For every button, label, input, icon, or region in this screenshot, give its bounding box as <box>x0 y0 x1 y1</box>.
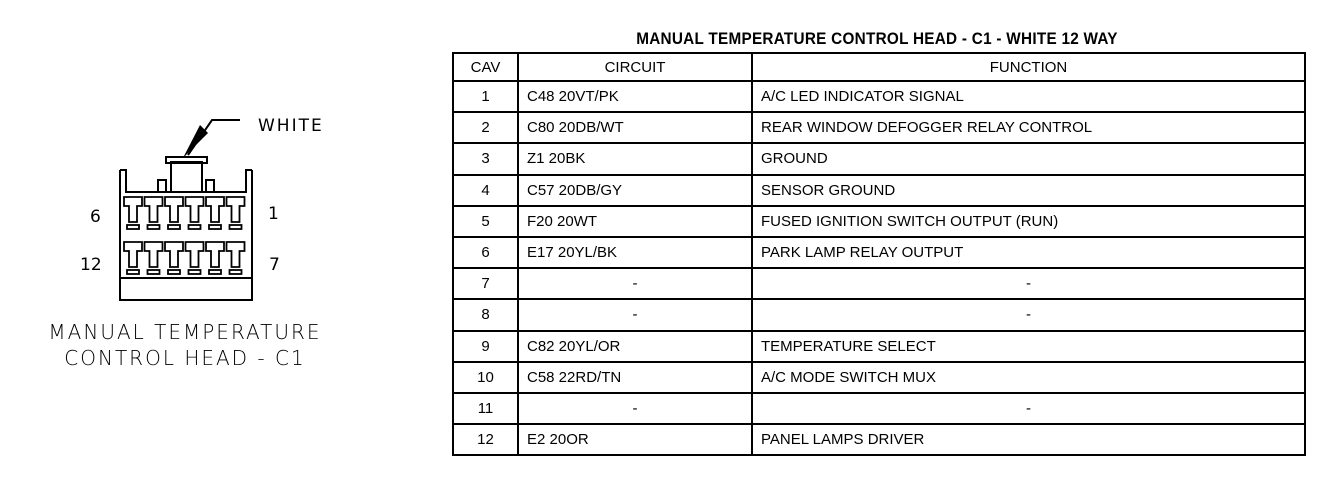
terminal-latch <box>187 269 202 275</box>
cell-cav: 9 <box>452 329 519 363</box>
terminal-cavity <box>205 196 225 223</box>
table-row: 10 C58 22RD/TN A/C MODE SWITCH MUX <box>452 360 1306 394</box>
cell-function: - <box>751 267 1306 301</box>
cell-cav: 8 <box>452 298 519 332</box>
cell-function: FUSED IGNITION SWITCH OUTPUT (RUN) <box>751 204 1306 238</box>
cell-function: - <box>751 298 1306 332</box>
cell-cav: 3 <box>452 142 519 176</box>
pinout-table: CAV CIRCUIT FUNCTION 1 C48 20VT/PK A/C LED… <box>452 52 1306 457</box>
table-title: MANUAL TEMPERATURE CONTROL HEAD - C1 - W… <box>636 29 1118 48</box>
connector-caption-line2: CONTROL HEAD - C1 <box>64 346 306 370</box>
cell-circuit: - <box>517 298 753 332</box>
header-function: FUNCTION <box>751 52 1306 82</box>
cell-circuit: C80 20DB/WT <box>517 111 753 145</box>
cell-cav: 12 <box>452 423 519 457</box>
locking-tab-cap <box>165 156 208 164</box>
connector-caption-line1: MANUAL TEMPERATURE <box>48 320 322 344</box>
locking-tab-post-right <box>205 179 215 193</box>
table-row: 3 Z1 20BK GROUND <box>452 142 1306 176</box>
table-row: 6 E17 20YL/BK PARK LAMP RELAY OUTPUT <box>452 235 1306 270</box>
terminal-latch <box>167 269 181 275</box>
terminal-latch <box>126 224 140 230</box>
cell-function: REAR WINDOW DEFOGGER RELAY CONTROL <box>751 111 1306 145</box>
terminal-cavity <box>184 196 205 223</box>
pin-label-6: 6 <box>90 207 101 227</box>
cell-circuit: E2 20OR <box>517 423 753 457</box>
table-header: CAV CIRCUIT FUNCTION <box>452 52 1306 82</box>
cell-circuit: C58 22RD/TN <box>517 360 753 394</box>
table-row: 7-- <box>452 267 1306 301</box>
arrow-head-icon <box>183 125 208 158</box>
cell-function: A/C LED INDICATOR SIGNAL <box>751 79 1306 114</box>
cell-circuit: - <box>517 391 753 426</box>
cell-circuit: F20 20WT <box>517 204 753 238</box>
pin-label-7: 7 <box>269 255 280 275</box>
cell-cav: 1 <box>452 79 519 114</box>
terminal-latch <box>228 224 243 230</box>
connector-outline <box>119 169 253 301</box>
terminal-cavity <box>225 241 246 268</box>
cell-cav: 10 <box>452 360 519 394</box>
cell-function: GROUND <box>751 142 1306 176</box>
cell-circuit: E17 20YL/BK <box>517 235 753 270</box>
table-row: 1 C48 20VT/PK A/C LED INDICATOR SIGNAL <box>452 79 1306 114</box>
table-body: 1 C48 20VT/PK A/C LED INDICATOR SIGNAL 2 C80… <box>452 79 1306 457</box>
terminal-latch <box>208 224 222 230</box>
terminal-latch <box>146 269 161 275</box>
terminal-cavity <box>143 196 164 223</box>
cell-circuit: Z1 20BK <box>517 142 753 176</box>
cell-function: PARK LAMP RELAY OUTPUT <box>751 235 1306 270</box>
table-row: 9 C82 20YL/OR TEMPERATURE SELECT <box>452 329 1306 363</box>
white-label: WHITE <box>258 116 324 136</box>
cell-function: - <box>751 391 1306 426</box>
cell-cav: 11 <box>452 391 519 426</box>
cell-circuit: C48 20VT/PK <box>517 79 753 114</box>
table-row: 2 C80 20DB/WT REAR WINDOW DEFOGGER RELAY C… <box>452 111 1306 145</box>
cell-function: SENSOR GROUND <box>751 173 1306 207</box>
cell-cav: 2 <box>452 111 519 145</box>
header-cav: CAV <box>452 52 519 82</box>
terminal-latch <box>146 224 161 230</box>
table-row: 12 E2 20OR PANEL LAMPS DRIVER <box>452 423 1306 457</box>
pin-label-1: 1 <box>268 204 279 224</box>
terminal-cavities <box>123 196 246 275</box>
terminal-latch <box>126 269 140 275</box>
locking-tab <box>170 161 203 193</box>
locking-tab-post-left <box>157 179 167 193</box>
terminal-latch <box>208 269 222 275</box>
cell-cav: 6 <box>452 235 519 270</box>
cell-function: TEMPERATURE SELECT <box>751 329 1306 363</box>
terminal-latch <box>228 269 243 275</box>
cell-cav: 7 <box>452 267 519 301</box>
terminal-cavity <box>123 241 143 268</box>
cell-circuit: C82 20YL/OR <box>517 329 753 363</box>
terminal-cavity <box>164 241 184 268</box>
cell-cav: 4 <box>452 173 519 207</box>
table-row: 4 C57 20DB/GY SENSOR GROUND <box>452 173 1306 207</box>
terminal-latch <box>187 224 202 230</box>
connector-diagram: WHITE 6 1 12 7 <box>80 116 324 301</box>
table-row: 5 F20 20WT FUSED IGNITION SWITCH OUTPUT (R… <box>452 204 1306 238</box>
cell-cav: 5 <box>452 204 519 238</box>
terminal-cavity <box>143 241 164 268</box>
cell-function: PANEL LAMPS DRIVER <box>751 423 1306 457</box>
terminal-cavity <box>123 196 143 223</box>
pin-label-12: 12 <box>80 255 102 275</box>
header-circuit: CIRCUIT <box>517 52 753 82</box>
terminal-latch <box>167 224 181 230</box>
table-row: 8-- <box>452 298 1306 332</box>
table-row: 11- - <box>452 391 1306 426</box>
terminal-cavity <box>164 196 184 223</box>
terminal-cavity <box>225 196 246 223</box>
cell-circuit: - <box>517 267 753 301</box>
terminal-cavity <box>184 241 205 268</box>
cell-function: A/C MODE SWITCH MUX <box>751 360 1306 394</box>
cell-circuit: C57 20DB/GY <box>517 173 753 207</box>
terminal-cavity <box>205 241 225 268</box>
table-header-row: CAV CIRCUIT FUNCTION <box>452 52 1306 82</box>
